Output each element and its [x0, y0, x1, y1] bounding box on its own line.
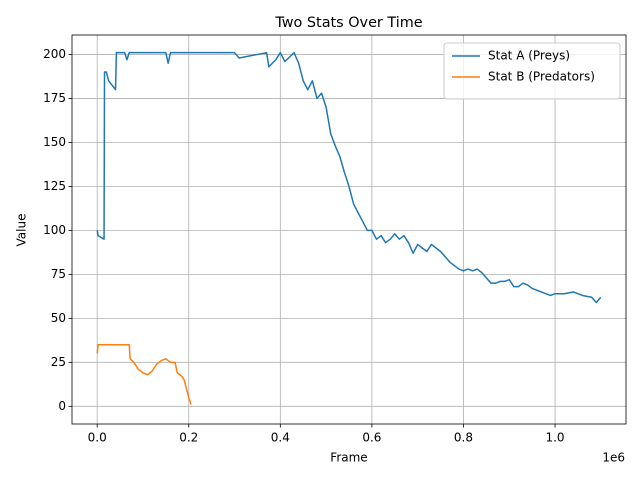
x-tick-label: 1.0: [545, 431, 564, 445]
x-tick-label: 0.6: [362, 431, 381, 445]
y-tick-label: 150: [43, 135, 66, 149]
series-line: [96, 343, 192, 405]
legend-box: [443, 42, 621, 100]
y-tick-label: 100: [43, 223, 66, 237]
y-tick-label: 25: [51, 355, 66, 369]
x-tick-label: 0.8: [454, 431, 473, 445]
y-tick-label: 125: [43, 179, 66, 193]
chart-title: Two Stats Over Time: [274, 15, 422, 31]
y-tick-label: 200: [43, 47, 66, 61]
legend-label: Stat A (Preys): [488, 49, 570, 63]
x-tick-label: 0.2: [179, 431, 198, 445]
plot-frame: [71, 34, 627, 425]
x-axis-label: Frame: [330, 451, 367, 465]
y-tick-label: 0: [58, 399, 66, 413]
legend: Stat A (Preys) Stat B (Predators): [443, 42, 621, 100]
x-tick-label: 0.4: [271, 431, 290, 445]
legend-label: Stat B (Predators): [488, 70, 595, 84]
y-axis-label: Value: [15, 214, 29, 247]
y-tick-label: 75: [51, 267, 66, 281]
y-tick-label: 175: [43, 91, 66, 105]
y-tick-label: 50: [51, 311, 66, 325]
x-tick-label: 0.0: [88, 431, 107, 445]
series-line: [96, 51, 602, 304]
x-offset-label: 1e6: [602, 451, 625, 465]
